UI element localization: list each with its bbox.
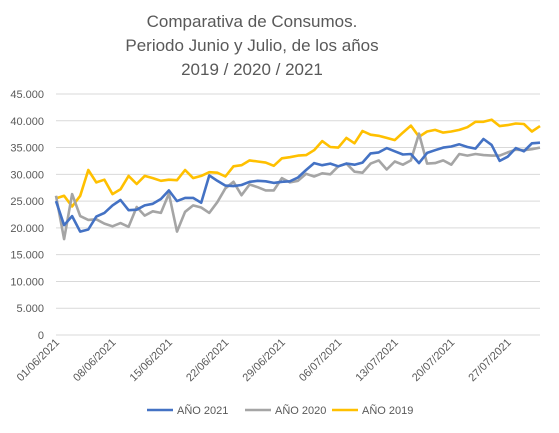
chart-title-line-2: Periodo Junio y Julio, de los años — [125, 36, 378, 55]
y-tick-label: 5.000 — [16, 303, 44, 315]
y-tick-label: 10.000 — [10, 276, 44, 288]
series-line-a-o-2019 — [55, 118, 541, 208]
y-tick-label: 25.000 — [10, 196, 44, 208]
y-tick-label: 0 — [38, 330, 44, 342]
y-tick-label: 15.000 — [10, 250, 44, 262]
y-tick-label: 45.000 — [10, 89, 44, 101]
chart-title-line-3: 2019 / 2020 / 2021 — [181, 60, 323, 79]
legend: AÑO 2021 AÑO 2020 AÑO 2019 — [147, 404, 413, 417]
series-line-a-o-2021 — [54, 137, 541, 233]
y-tick-label: 40.000 — [10, 116, 44, 128]
chart-title-line-1: Comparativa de Consumos. — [147, 12, 358, 31]
legend-item-a-o-2021: AÑO 2021 — [147, 404, 228, 417]
series-lines — [54, 118, 541, 241]
y-tick-label: 35.000 — [10, 143, 44, 155]
legend-item-a-o-2019: AÑO 2019 — [332, 404, 413, 417]
series-line-a-o-2020 — [54, 132, 541, 241]
y-tick-label: 20.000 — [10, 223, 44, 235]
y-tick-label: 30.000 — [10, 169, 44, 181]
gridlines — [56, 93, 540, 336]
legend-label: AÑO 2019 — [362, 404, 413, 417]
legend-item-a-o-2020: AÑO 2020 — [245, 404, 326, 417]
y-axis-ticks: 0 5.000 10.000 15.000 20.000 25.000 30.000 35.0… — [10, 89, 44, 342]
legend-label: AÑO 2020 — [275, 404, 326, 417]
legend-label: AÑO 2021 — [177, 404, 228, 417]
